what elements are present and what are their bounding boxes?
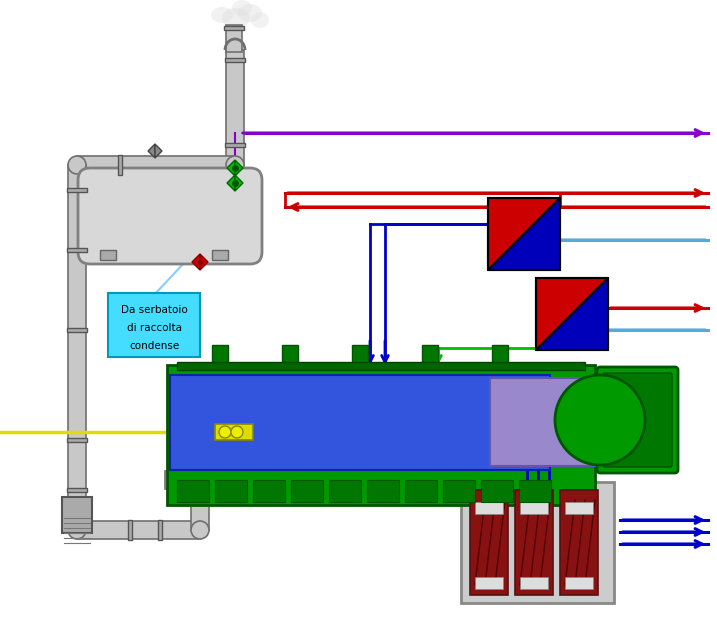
FancyBboxPatch shape [78,168,262,264]
Polygon shape [536,278,608,350]
Bar [177,362,585,370]
Bar [212,345,228,365]
Polygon shape [155,144,162,158]
FancyBboxPatch shape [490,378,595,466]
Bar [422,345,438,365]
Polygon shape [536,278,608,350]
Bar [515,490,553,595]
Bar [67,328,87,332]
Text: Da serbatoio: Da serbatoio [120,305,187,315]
Bar [100,250,116,260]
Bar [68,165,86,530]
Ellipse shape [211,7,233,23]
Bar [224,26,244,30]
Bar [77,156,235,174]
Bar [405,480,437,502]
Polygon shape [227,160,235,176]
Bar [165,471,200,489]
Ellipse shape [238,4,262,22]
Bar [118,155,122,175]
Bar [212,250,228,260]
Bar [67,488,87,492]
Bar [67,438,87,442]
Bar [215,424,253,440]
Bar [329,480,361,502]
Text: condense: condense [129,341,179,351]
Bar [367,480,399,502]
Bar [225,143,245,147]
Polygon shape [488,198,560,270]
Polygon shape [488,198,560,270]
Circle shape [226,156,244,174]
Text: di raccolta: di raccolta [126,323,181,333]
Bar [470,490,508,595]
Circle shape [555,375,645,465]
Circle shape [68,521,86,539]
Bar [536,278,608,350]
FancyBboxPatch shape [170,375,550,470]
Bar [520,502,548,514]
FancyBboxPatch shape [597,367,678,473]
Bar [488,198,560,270]
Bar [215,480,247,502]
Polygon shape [227,175,235,191]
Bar [291,480,323,502]
Bar [253,480,285,502]
Bar [67,248,87,252]
Bar [461,482,614,603]
Polygon shape [148,144,155,158]
Bar [158,520,162,540]
Circle shape [191,521,209,539]
Polygon shape [192,254,200,270]
Bar [481,480,513,502]
Bar [519,480,551,502]
Circle shape [219,426,231,438]
FancyBboxPatch shape [603,373,672,467]
Bar [475,502,503,514]
Polygon shape [235,160,243,176]
FancyBboxPatch shape [108,293,200,357]
Bar [191,480,209,530]
Bar [77,521,200,539]
Circle shape [68,156,86,174]
Bar [565,577,593,589]
Bar [128,520,132,540]
Bar [443,480,475,502]
Circle shape [231,426,243,438]
Ellipse shape [222,8,250,28]
Bar [177,480,209,502]
Bar [520,577,548,589]
Bar [226,50,244,165]
FancyBboxPatch shape [167,365,595,505]
Bar [282,345,298,365]
Bar [475,577,503,589]
Bar [225,58,245,62]
Circle shape [191,471,209,489]
Bar [67,188,87,192]
Bar [352,345,368,365]
Polygon shape [200,254,208,270]
Bar [226,25,242,52]
Polygon shape [235,175,243,191]
Bar [492,345,508,365]
Ellipse shape [232,0,252,16]
Ellipse shape [251,12,269,28]
Bar [560,490,598,595]
Bar [565,502,593,514]
FancyBboxPatch shape [62,497,92,533]
